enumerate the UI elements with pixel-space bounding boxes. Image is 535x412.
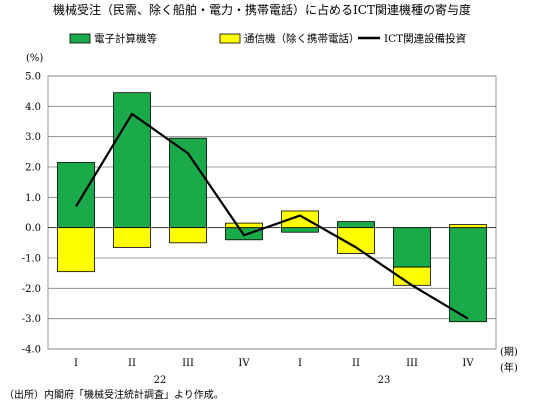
bar-segment [169, 137, 207, 229]
legend-label: ICT関連設備投資 [384, 32, 466, 45]
y-tick-label: -1.0 [22, 254, 41, 265]
legend-swatch [219, 33, 241, 44]
bar-segment [57, 227, 95, 273]
plot-frame [47, 75, 497, 350]
x-unit-label: (期) [500, 346, 518, 358]
source-note: （出所）内閣府「機械受注統計調査」より作成。 [4, 388, 224, 401]
legend-swatch [69, 33, 91, 44]
legend-label: 電子計算機等 [94, 32, 157, 45]
y-tick-label: 3.0 [25, 132, 41, 143]
line-series [75, 112, 469, 320]
bar-segment [449, 224, 487, 229]
y-tick-label: -2.0 [22, 284, 41, 295]
y-tick-labels: 5.0 4.0 3.0 2.0 1.0 0.0 -1.0 -2.0 -3.0 -4.0 [22, 72, 41, 356]
bar-segment [225, 222, 263, 229]
bar-segment [113, 227, 151, 248]
bar-segment [449, 227, 487, 323]
x-tick-label: II [352, 358, 360, 369]
x-tick-labels: I II III IV I II III IV [74, 358, 474, 369]
y-tick-label: 5.0 [25, 72, 41, 83]
bars [48, 92, 496, 323]
year-label: 23 [378, 375, 391, 386]
bar-segment [169, 227, 207, 244]
y-unit-label: (%) [26, 53, 43, 64]
x-tick-label: IV [238, 358, 250, 369]
year-unit-label: (年) [500, 361, 518, 374]
bar-segment [337, 221, 375, 229]
bar-segment [393, 227, 431, 268]
bar-segment [57, 162, 95, 229]
y-tick-label: 2.0 [25, 163, 41, 174]
x-tick-label: I [74, 358, 78, 369]
x-tick-label: I [298, 358, 302, 369]
chart-title: 機械受注（民需、除く船舶・電力・携帯電話）に占めるICT関連機種の寄与度 [53, 2, 471, 17]
y-tick-label: 4.0 [25, 102, 41, 113]
year-labels: 22 23 [154, 375, 391, 386]
ict-investment-line [75, 112, 469, 320]
x-tick-label: III [406, 358, 418, 369]
y-tick-label: -3.0 [22, 314, 41, 325]
bar-segment [281, 227, 319, 233]
x-tick-label: IV [462, 358, 474, 369]
year-label: 22 [154, 375, 167, 386]
y-tick-label: 1.0 [25, 193, 41, 204]
legend-label: 通信機（除く携帯電話） [244, 32, 360, 45]
y-tick-label: 0.0 [25, 223, 41, 234]
y-tick-label: -4.0 [22, 345, 41, 356]
legend: 電子計算機等 通信機（除く携帯電話） ICT関連設備投資 [69, 32, 466, 45]
x-tick-label: II [128, 358, 136, 369]
x-tick-label: III [182, 358, 194, 369]
